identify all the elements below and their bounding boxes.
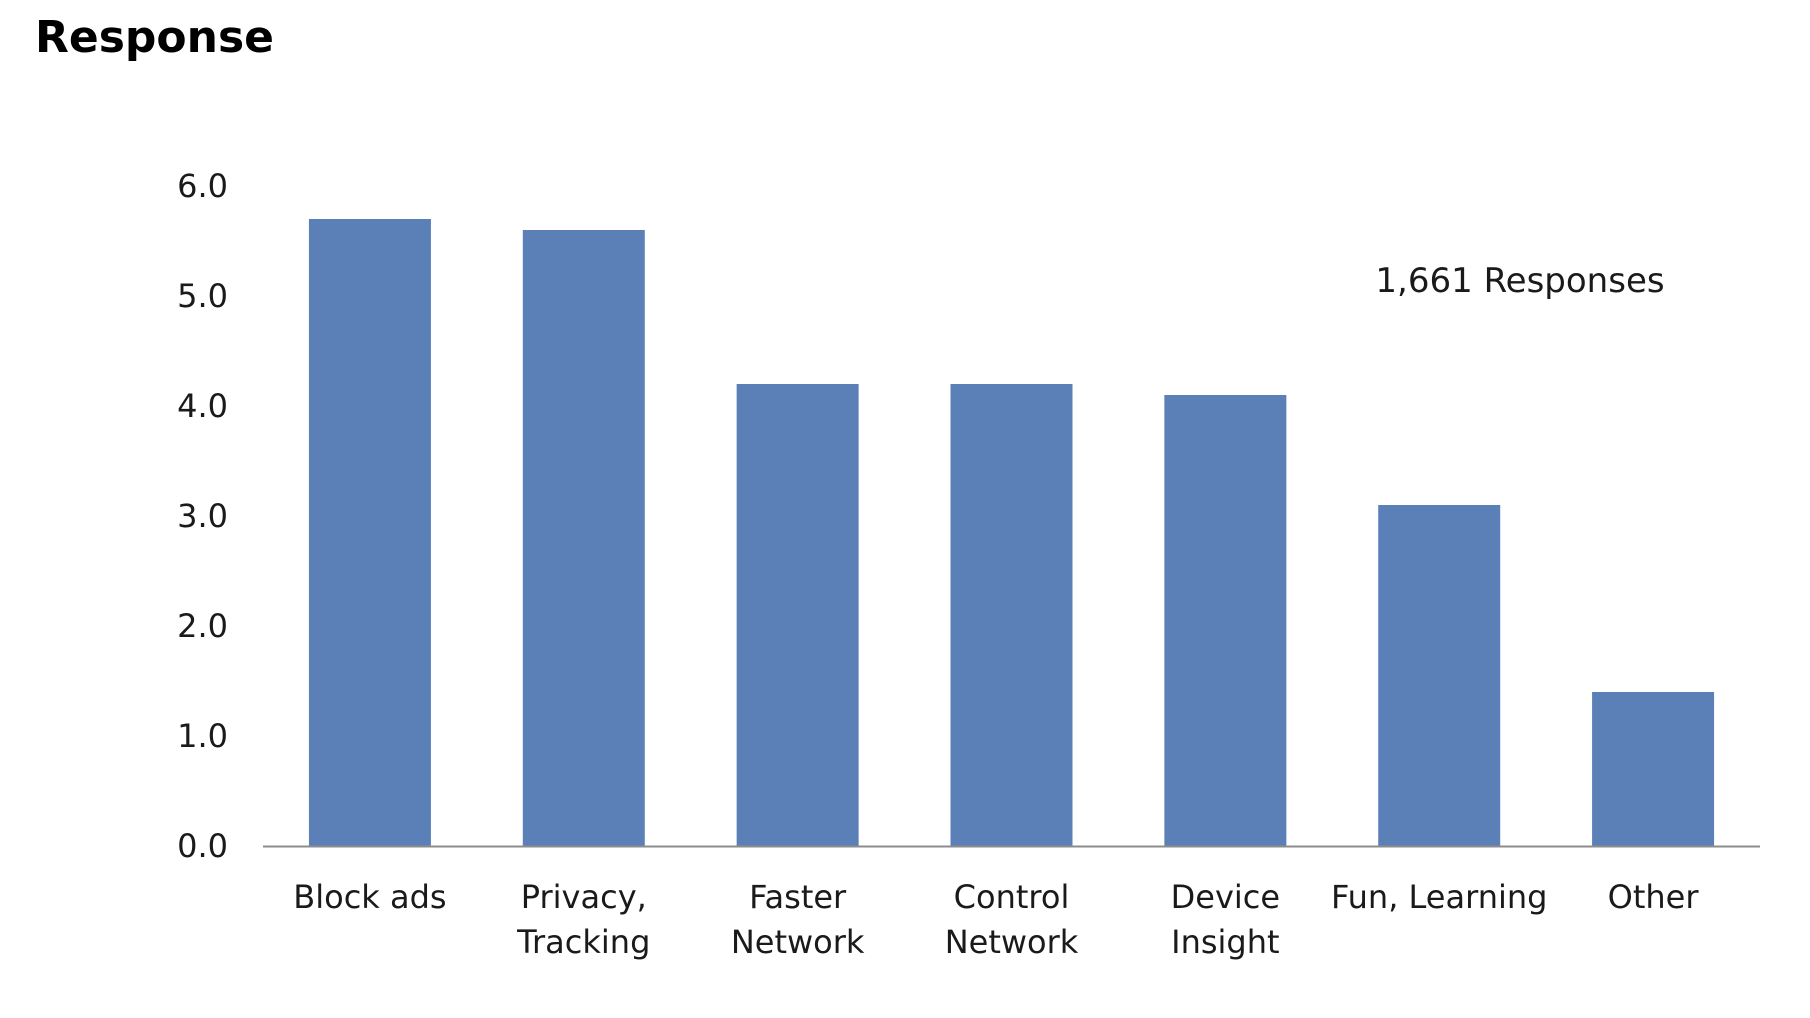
y-tick-label: 0.0 <box>177 827 228 865</box>
x-category-label: Device Insight <box>1171 878 1280 961</box>
responses-annotation: 1,661 Responses <box>1375 261 1664 301</box>
bar <box>1592 692 1715 846</box>
y-axis-ticks: 0.0 1.0 2.0 3.0 4.0 5.0 6.0 <box>177 167 228 865</box>
x-category-label: Control Network <box>945 878 1079 961</box>
y-tick-label: 2.0 <box>177 607 228 645</box>
y-tick-label: 4.0 <box>177 387 228 425</box>
bars <box>308 219 1715 846</box>
x-category-label: Other <box>1608 878 1700 916</box>
y-tick-label: 1.0 <box>177 717 228 755</box>
y-tick-label: 5.0 <box>177 277 228 315</box>
x-axis-labels: Block ads Privacy, Tracking Faster Network Co… <box>293 878 1699 961</box>
bar <box>1378 505 1501 846</box>
x-category-label: Faster Network <box>731 878 865 961</box>
y-tick-label: 3.0 <box>177 497 228 535</box>
x-category-label: Fun, Learning <box>1331 878 1547 916</box>
x-category-label: Block ads <box>293 878 446 916</box>
bar <box>1164 395 1287 846</box>
bar <box>950 384 1073 846</box>
page-heading: Response <box>35 12 274 63</box>
bar <box>522 230 645 846</box>
bar <box>308 219 431 846</box>
y-tick-label: 6.0 <box>177 167 228 205</box>
x-category-label: Privacy, Tracking <box>516 878 650 961</box>
bar <box>736 384 859 846</box>
